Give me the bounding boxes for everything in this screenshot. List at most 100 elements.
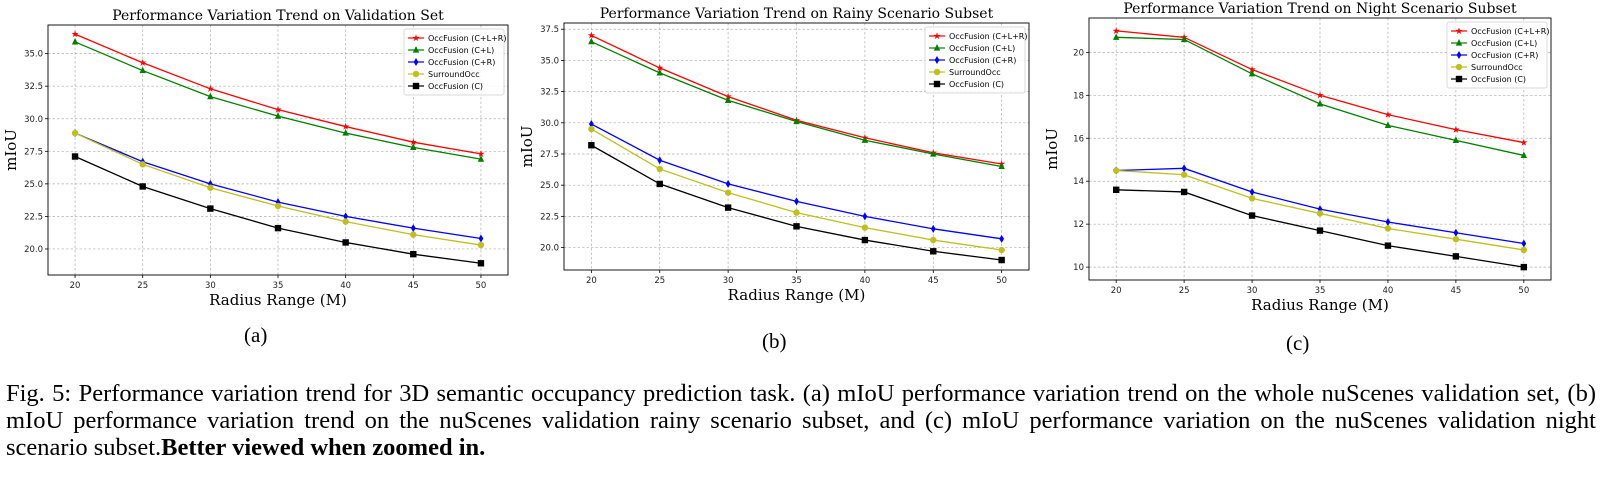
grid-lines bbox=[1089, 18, 1551, 280]
x-tick-label: 25 bbox=[654, 276, 665, 286]
data-point bbox=[1112, 27, 1120, 34]
data-point bbox=[1452, 125, 1460, 133]
y-tick-label: 20 bbox=[1073, 48, 1084, 58]
y-tick-label: 16 bbox=[1073, 134, 1084, 144]
data-point bbox=[793, 209, 800, 216]
data-point bbox=[656, 165, 663, 173]
data-point bbox=[998, 162, 1005, 170]
legend-label: OccFusion (C+L+R) bbox=[949, 32, 1027, 41]
legend-label: OccFusion (C+L+R) bbox=[1471, 27, 1549, 36]
data-point bbox=[139, 58, 147, 66]
data-point bbox=[1520, 246, 1528, 254]
legend-label: OccFusion (C+L) bbox=[1471, 39, 1537, 48]
data-point bbox=[1248, 212, 1256, 219]
data-point bbox=[477, 155, 485, 162]
data-point bbox=[342, 122, 350, 130]
data-point bbox=[862, 212, 868, 221]
x-tick-label: 40 bbox=[859, 276, 870, 286]
x-tick-label: 30 bbox=[1247, 286, 1258, 296]
data-point bbox=[1520, 138, 1528, 146]
x-tick-label: 50 bbox=[476, 281, 487, 291]
legend-label: OccFusion (C+L+R) bbox=[428, 34, 506, 43]
y-tick-label: 25.0 bbox=[24, 180, 43, 190]
data-point bbox=[1248, 65, 1256, 73]
data-point bbox=[206, 85, 214, 92]
data-point bbox=[1520, 151, 1528, 159]
data-point bbox=[656, 64, 664, 71]
data-point bbox=[1316, 227, 1324, 234]
data-point bbox=[930, 224, 936, 233]
data-point bbox=[725, 179, 731, 188]
y-axis-label: mIoU bbox=[2, 129, 20, 171]
y-tick-label: 27.5 bbox=[540, 150, 559, 160]
legend-label: OccFusion (C+R) bbox=[949, 56, 1016, 65]
data-point bbox=[724, 92, 732, 100]
x-tick-label: 45 bbox=[928, 276, 939, 286]
y-tick-label: 18 bbox=[1073, 91, 1084, 101]
data-point bbox=[139, 66, 146, 74]
sublabel-b: (b) bbox=[762, 329, 787, 353]
y-tick-label: 30.0 bbox=[24, 115, 43, 125]
legend-swatch-marker bbox=[1455, 27, 1463, 35]
y-tick-label: 32.5 bbox=[24, 82, 43, 92]
y-tick-label: 20.0 bbox=[540, 244, 559, 254]
series-occfusion-c-l-r- bbox=[71, 30, 485, 157]
x-tick-label: 20 bbox=[586, 276, 597, 286]
data-point bbox=[1180, 35, 1188, 43]
y-tick-label: 32.5 bbox=[540, 88, 559, 98]
data-point bbox=[861, 236, 869, 244]
y-tick-label: 10 bbox=[1073, 263, 1084, 273]
data-point bbox=[71, 153, 79, 160]
data-point bbox=[139, 161, 146, 168]
figure-caption: Fig. 5: Performance variation trend for … bbox=[6, 380, 1596, 461]
x-tick-label: 40 bbox=[340, 281, 351, 291]
legend: OccFusion (C+L+R) OccFusion (C+L) OccFusio… bbox=[924, 26, 1027, 94]
x-tick-label: 40 bbox=[1383, 286, 1394, 296]
data-point bbox=[1384, 225, 1392, 232]
chart-title: Performance Variation Trend on Validatio… bbox=[112, 8, 444, 24]
data-point bbox=[1316, 91, 1324, 99]
data-point bbox=[861, 224, 869, 231]
sublabel-a: (a) bbox=[244, 323, 268, 347]
data-point bbox=[410, 231, 417, 238]
data-point bbox=[207, 184, 214, 191]
legend-label: OccFusion (C+R) bbox=[1471, 51, 1538, 60]
series-occfusion-c-l- bbox=[588, 37, 1005, 170]
series-surroundocc bbox=[588, 125, 1005, 254]
data-point bbox=[71, 37, 79, 45]
data-point bbox=[724, 96, 732, 103]
data-point bbox=[207, 205, 214, 212]
legend-swatch-marker bbox=[933, 32, 941, 40]
y-axis-label: mIoU bbox=[1043, 128, 1061, 170]
data-point bbox=[1180, 171, 1188, 178]
data-point bbox=[1112, 186, 1120, 194]
y-tick-label: 35.0 bbox=[540, 56, 559, 66]
legend-swatch-marker bbox=[1455, 39, 1463, 46]
data-point bbox=[657, 156, 663, 165]
y-axis-label: mIoU bbox=[520, 126, 536, 168]
chart-validation-set: Performance Variation Trend on Validatio… bbox=[2, 8, 509, 309]
legend-label: OccFusion (C) bbox=[428, 82, 483, 91]
data-point bbox=[410, 224, 416, 233]
data-point bbox=[274, 112, 282, 119]
data-point bbox=[477, 241, 485, 249]
data-point bbox=[588, 125, 595, 133]
legend-swatch-marker bbox=[412, 70, 420, 78]
data-point bbox=[793, 117, 800, 125]
data-point bbox=[1248, 195, 1256, 202]
data-point bbox=[1248, 69, 1256, 77]
x-tick-label: 45 bbox=[1450, 286, 1461, 296]
legend-box bbox=[403, 28, 505, 96]
legend-swatch-marker bbox=[934, 56, 940, 64]
data-point bbox=[861, 136, 869, 143]
data-point bbox=[342, 129, 349, 136]
data-point bbox=[1316, 99, 1324, 107]
data-point bbox=[342, 239, 349, 246]
chart-night-subset: Performance Variation Trend on Night Sce… bbox=[1043, 1, 1552, 314]
data-point bbox=[410, 143, 417, 150]
data-point bbox=[588, 142, 595, 149]
data-point bbox=[1453, 228, 1459, 237]
legend-swatch-marker bbox=[412, 82, 420, 90]
series-occfusion-c- bbox=[71, 153, 485, 267]
data-point bbox=[1521, 239, 1527, 248]
